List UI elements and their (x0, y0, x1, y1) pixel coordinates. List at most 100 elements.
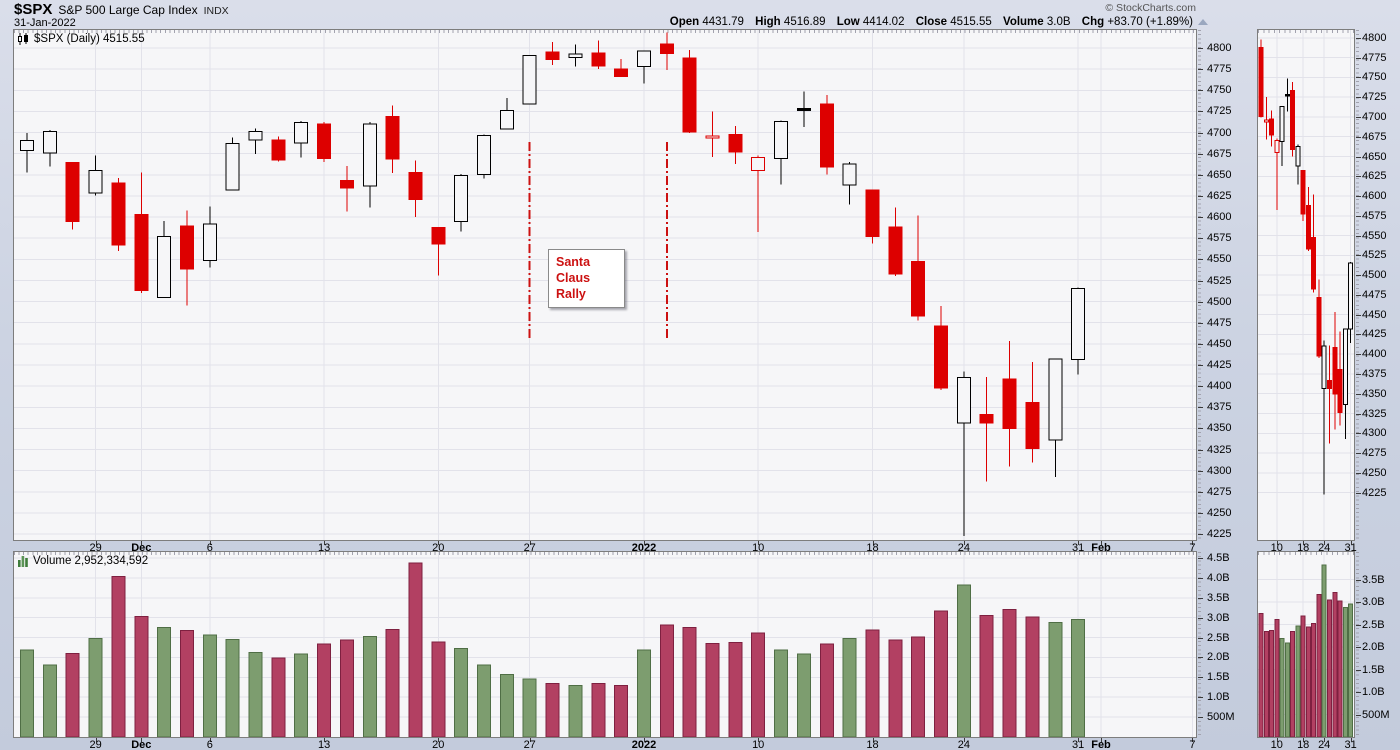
candle-jan-26 (1332, 347, 1338, 395)
volume-bar-jan-10 (751, 632, 766, 737)
x-tick-label: Feb (1091, 739, 1111, 750)
y-axis-tick (1356, 136, 1361, 138)
x-tick-label: 24 (957, 542, 971, 554)
candle-dec-14 (339, 180, 354, 189)
candle-dec-31 (614, 68, 629, 78)
candle-dec-23 (499, 110, 514, 130)
y-tick-label: 2.0B (1207, 651, 1230, 664)
candle-jan-13 (819, 103, 834, 168)
x-axis-tick (529, 541, 531, 545)
volume-bar-jan-5 (1258, 612, 1264, 737)
x-axis-tick (963, 738, 965, 742)
y-tick-label: 4750 (1207, 84, 1232, 97)
y-tick-label: 4475 (1362, 288, 1387, 301)
candle-jan-14 (1295, 145, 1301, 167)
x-axis-tick (1192, 541, 1194, 545)
candle-jan-10 (751, 157, 766, 171)
y-axis-tick (1198, 386, 1203, 388)
volume-bar-jan-12 (1284, 642, 1290, 737)
candle-nov-29 (88, 169, 103, 194)
volume-bar-jan-7 (1269, 629, 1274, 737)
y-tick-label: 4700 (1207, 126, 1232, 139)
y-tick-label: 4575 (1207, 232, 1232, 245)
y-axis-tick (1198, 597, 1203, 599)
y-tick-label: 1.0B (1207, 691, 1230, 704)
mini-price-chart (1258, 30, 1354, 540)
quote-summary: Open 4431.79 High 4516.89 Low 4414.02 Cl… (662, 16, 1208, 28)
y-tick-label: 4350 (1207, 422, 1232, 435)
y-tick-label: 4550 (1362, 229, 1387, 242)
volume-bar-jan-3 (637, 649, 651, 737)
x-tick-label: 6 (206, 542, 213, 554)
candle-jan-12 (1284, 93, 1290, 97)
y-tick-label: 4675 (1207, 147, 1232, 160)
x-axis-tick (141, 541, 143, 545)
y-axis-tick (1356, 669, 1361, 671)
y-tick-label: 4375 (1207, 401, 1232, 414)
y-axis-tick (1198, 132, 1203, 134)
x-tick-label: 10 (752, 542, 765, 554)
volume-bar-jan-28 (1048, 621, 1063, 737)
candle-jan-19 (888, 226, 903, 275)
candle-dec-17 (408, 172, 423, 201)
y-tick-label: 2.5B (1207, 631, 1230, 644)
y-axis-tick (1356, 692, 1361, 693)
y-tick-label: 4625 (1207, 189, 1232, 202)
y-tick-label: 4475 (1207, 316, 1232, 329)
y-axis-tick (1356, 624, 1361, 626)
candle-dec-28 (545, 51, 560, 60)
y-tick-label: 4500 (1207, 295, 1232, 308)
y-tick-label: 4600 (1362, 190, 1387, 202)
change-up-arrow-icon (1198, 19, 1208, 25)
y-axis-tick (1356, 714, 1361, 716)
y-tick-label: 4325 (1362, 407, 1387, 420)
y-tick-label: 4500 (1362, 269, 1387, 282)
volume-bar-dec-10 (294, 653, 309, 737)
volume-bar-jan-13 (1290, 631, 1296, 737)
candle-dec-27 (522, 55, 537, 105)
volume-bar-jan-6 (1263, 630, 1269, 737)
volume-bar-dec-31 (614, 685, 629, 737)
y-tick-label: 4650 (1362, 150, 1387, 163)
x-tick-label: 6 (206, 739, 213, 750)
y-axis-minor-ticks (1198, 552, 1201, 737)
volume-bar-jan-21 (934, 610, 948, 737)
y-axis-tick (1356, 196, 1361, 197)
index-name: S&P 500 Large Cap Index (58, 3, 198, 17)
volume-bar-dec-21 (454, 647, 469, 737)
volume-bar-nov-30 (111, 576, 126, 737)
y-axis-tick (1198, 48, 1203, 49)
y-tick-label: 4.0B (1207, 571, 1230, 584)
y-tick-label: 4725 (1207, 105, 1232, 118)
candle-dec-13 (317, 123, 332, 160)
candle-dec-10 (294, 121, 309, 144)
x-tick-label: 31 (1344, 542, 1357, 554)
volume-bar-jan-14 (1295, 625, 1301, 737)
y-tick-label: 4300 (1207, 464, 1232, 477)
quote-close-label: Close (915, 16, 948, 28)
y-tick-label: 4325 (1207, 443, 1232, 456)
volume-bar-dec-3 (180, 629, 194, 737)
x-axis-tick (758, 738, 760, 742)
volume-bar-dec-1 (134, 616, 149, 737)
x-tick-label: 2022 (631, 739, 657, 750)
x-tick-label: 27 (523, 542, 536, 554)
volume-bar-jan-31 (1348, 603, 1354, 737)
volume-bar-dec-22 (477, 664, 491, 737)
x-axis-tick (872, 738, 874, 742)
volume-bar-jan-27 (1337, 600, 1343, 737)
volume-bar-jan-26 (1332, 592, 1338, 737)
main-volume-y-axis: 4.5B 4.0B 3.5B 3.0B 2.5B 2.0B 1.5B 1.0B 500M (1198, 552, 1256, 737)
annotation-line-3: Rally (556, 287, 586, 301)
main-volume-chart (14, 552, 1196, 737)
mini-volume-y-axis: 3.5B 3.0B 2.5B 2.0B 1.5B 1.0B 500M (1356, 552, 1400, 737)
x-axis-tick (1192, 738, 1194, 742)
y-axis-tick (1356, 354, 1361, 356)
y-axis-tick (1356, 255, 1361, 257)
y-tick-label: 4450 (1362, 308, 1387, 321)
y-axis-tick (1198, 301, 1203, 303)
candle-jan-6 (1263, 119, 1269, 123)
x-axis-tick (872, 541, 874, 545)
candle-dec-8 (248, 131, 263, 141)
axis-minor-ticks (14, 30, 1196, 33)
